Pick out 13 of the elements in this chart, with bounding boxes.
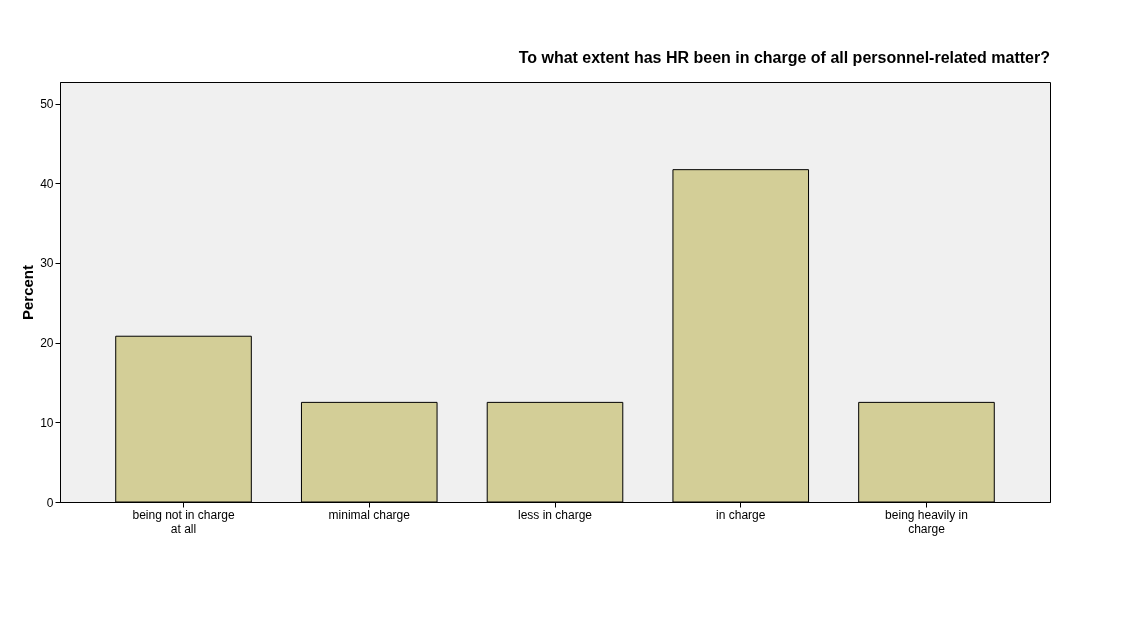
- x-tick-label: in charge: [716, 507, 766, 522]
- y-tick-label: 10: [40, 415, 54, 430]
- y-axis-title: Percent: [19, 264, 37, 321]
- x-tick-label: being not in charge at all: [132, 507, 235, 536]
- y-tick-label: 50: [40, 97, 54, 112]
- y-tick-label: 20: [40, 336, 54, 351]
- x-tick-label: less in charge: [517, 507, 593, 522]
- x-tick-label: being heavily in charge: [885, 507, 968, 536]
- y-tick-label: 40: [40, 176, 54, 191]
- y-tick-label: 0: [46, 495, 54, 510]
- y-tick-label: 30: [40, 256, 54, 271]
- x-tick-label: minimal charge: [328, 507, 411, 522]
- chart-title: To what extent has HR been in charge of all personnel-related matter?: [518, 49, 1050, 66]
